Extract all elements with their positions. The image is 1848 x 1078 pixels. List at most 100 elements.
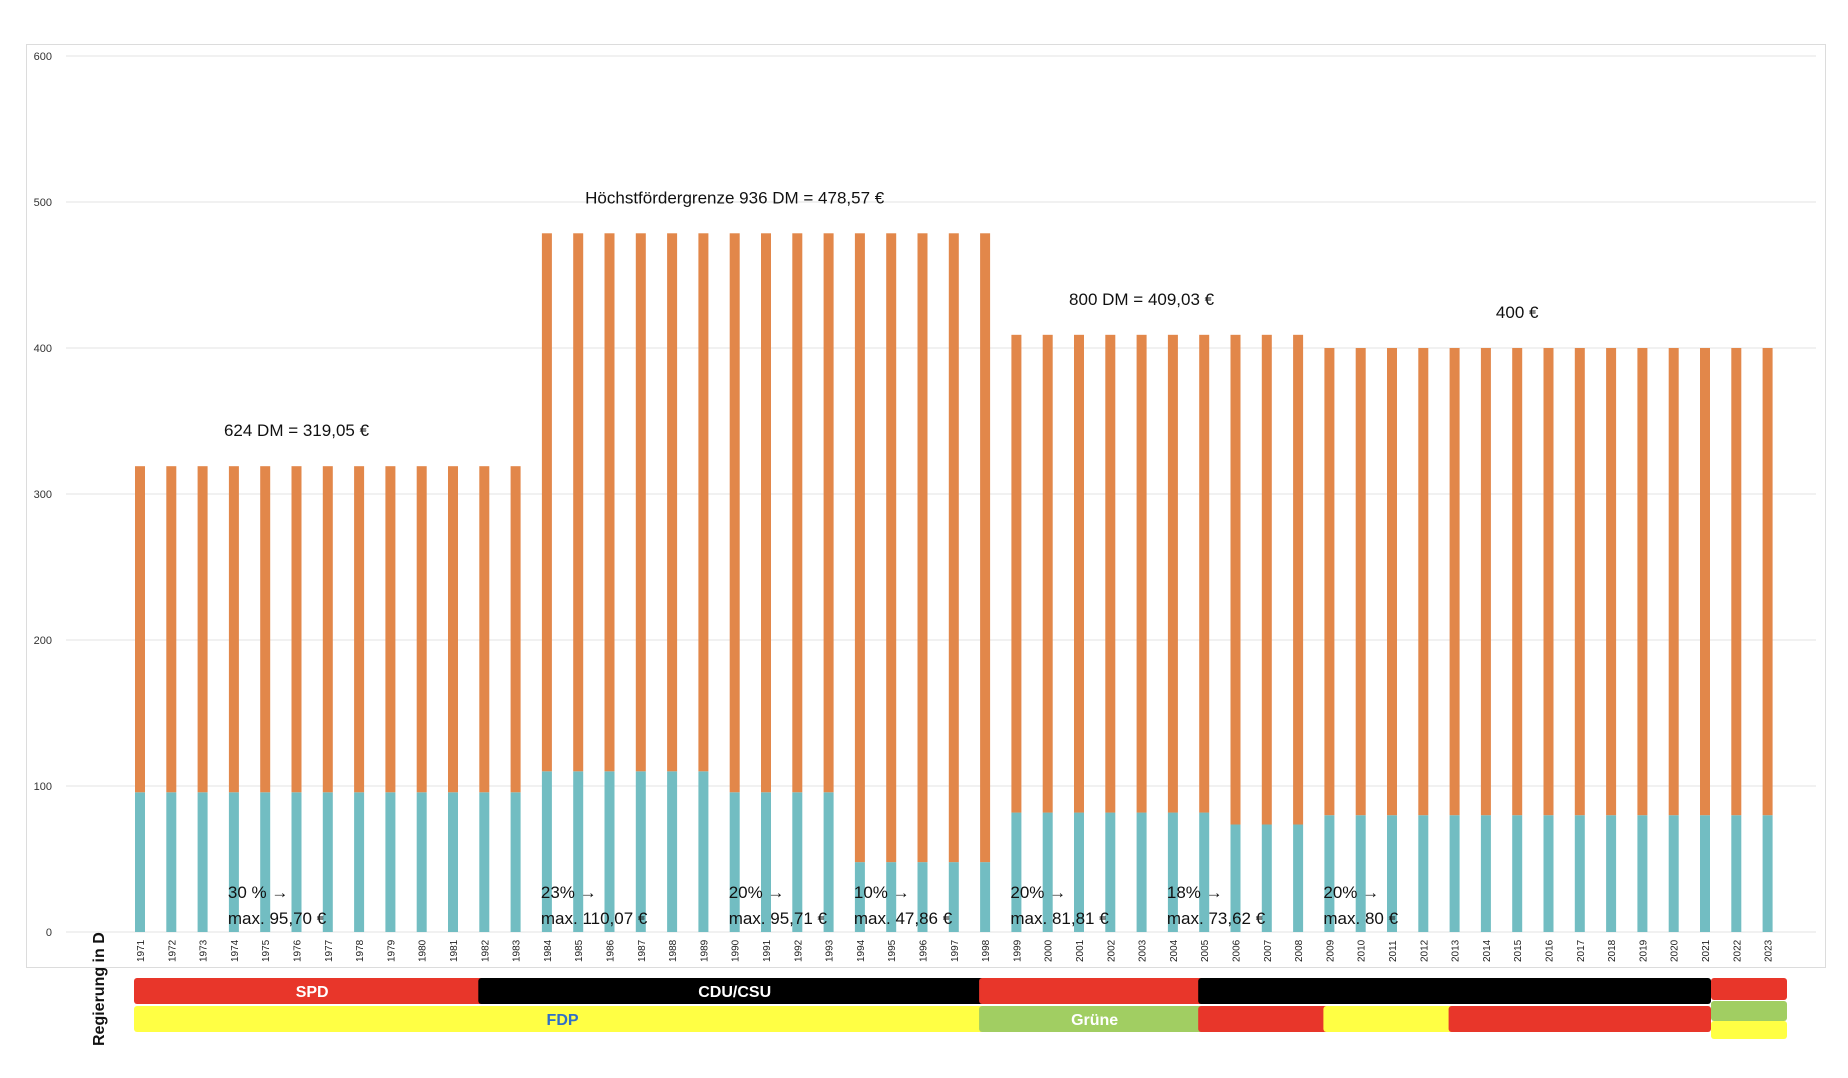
bar-2011-lower: [1387, 815, 1397, 932]
bar-1987-upper: [635, 233, 646, 772]
gov-segment-0-4: [1711, 978, 1787, 1000]
gov-label-cdu-csu: CDU/CSU: [698, 984, 771, 1001]
bar-1988-upper: [667, 233, 678, 772]
x-tick-label-1977: 1977: [324, 939, 335, 962]
bar-1986-lower: [604, 771, 615, 932]
x-tick-label-1978: 1978: [355, 939, 366, 962]
bar-2020-lower: [1668, 815, 1679, 932]
bar-2006-lower: [1230, 824, 1241, 932]
bar-1977-lower: [322, 792, 333, 932]
bar-1973-upper: [197, 466, 208, 793]
limit-annotation-3: 400 €: [1496, 303, 1539, 322]
bar-1990-lower: [729, 792, 740, 932]
bar-2013-upper: [1449, 348, 1460, 816]
share-annotation-line2-3: max. 47,86 €: [854, 909, 953, 928]
x-tick-label-1988: 1988: [668, 939, 679, 962]
x-tick-label-1983: 1983: [512, 939, 523, 962]
bar-1971-lower: [135, 792, 145, 932]
bar-2010-upper: [1355, 348, 1366, 816]
bar-1989-lower: [698, 771, 709, 932]
x-tick-label-2003: 2003: [1138, 939, 1149, 962]
share-annotation-line1-5: 18% →: [1167, 883, 1223, 902]
bar-2007-upper: [1261, 334, 1272, 825]
x-tick-label-1981: 1981: [449, 939, 460, 962]
bar-1996-lower: [917, 862, 928, 932]
share-annotation-line2-0: max. 95,70 €: [228, 909, 327, 928]
bar-1984-upper: [541, 233, 552, 772]
bar-2021-upper: [1700, 348, 1710, 816]
annotation-layer: 624 DM = 319,05 € Höchstfördergrenze 936 …: [224, 188, 1539, 928]
x-tick-label-1987: 1987: [637, 939, 648, 962]
gov-label-fdp: FDP: [547, 1012, 579, 1029]
x-tick-label-2010: 2010: [1357, 939, 1368, 962]
gov-segment-0-3: [1198, 978, 1711, 1004]
gov-segment-0-2: [979, 978, 1211, 1004]
limit-annotation-0: 624 DM = 319,05 €: [224, 421, 370, 440]
bar-2018-upper: [1606, 348, 1617, 816]
bar-1993-lower: [823, 792, 834, 932]
gov-segment-0-1: [478, 978, 992, 1004]
bar-2006-upper: [1230, 334, 1241, 825]
bar-2009-upper: [1324, 348, 1335, 816]
x-tick-label-1991: 1991: [762, 939, 773, 962]
bar-1978-upper: [354, 466, 365, 793]
bar-2023-upper: [1762, 348, 1773, 816]
bar-2009-lower: [1324, 815, 1335, 932]
bar-2002-upper: [1105, 334, 1116, 813]
x-tick-label-2009: 2009: [1325, 939, 1336, 962]
share-annotation-line1-6: 20% →: [1323, 883, 1379, 902]
bar-1999-lower: [1011, 812, 1022, 932]
bar-1987-lower: [635, 771, 646, 932]
x-tick-label-1997: 1997: [950, 939, 961, 962]
bar-1985-upper: [573, 233, 584, 772]
x-tick-label-2006: 2006: [1232, 939, 1243, 962]
x-tick-label-2011: 2011: [1388, 940, 1399, 962]
share-annotation-line2-6: max. 80 €: [1323, 909, 1398, 928]
bar-1974-upper: [228, 466, 239, 793]
share-annotation-line1-1: 23% →: [541, 883, 597, 902]
gov-segment-1-1: [979, 1006, 1211, 1032]
bar-2001-lower: [1074, 812, 1084, 932]
x-tick-label-1972: 1972: [167, 939, 178, 962]
x-tick-label-1973: 1973: [199, 939, 210, 962]
bar-2012-lower: [1418, 815, 1429, 932]
bar-1975-lower: [260, 792, 271, 932]
x-tick-label-2017: 2017: [1576, 939, 1587, 962]
share-annotation-line2-1: max. 110,07 €: [541, 909, 648, 928]
x-tick-label-2018: 2018: [1607, 939, 1618, 962]
bar-1992-lower: [792, 792, 803, 932]
bar-1977-upper: [322, 466, 333, 793]
x-axis-ticks: 1971 1972 1973 1974 1975 1976 1977 1978 1979 1980…: [136, 939, 1775, 962]
x-tick-label-2007: 2007: [1263, 939, 1274, 962]
bar-1994-lower: [854, 862, 865, 932]
share-annotation-line1-0: 30 % →: [228, 883, 288, 902]
government-timeline: SPD CDU/CSU FDP Grüne: [134, 978, 1787, 1039]
bar-2022-upper: [1731, 348, 1742, 816]
x-tick-label-1980: 1980: [418, 939, 429, 962]
bar-1984-lower: [541, 771, 552, 932]
bar-1995-lower: [886, 862, 897, 932]
bar-1986-upper: [604, 233, 615, 772]
bar-1972-lower: [166, 792, 177, 932]
x-tick-label-1986: 1986: [606, 939, 617, 962]
bar-2008-upper: [1293, 334, 1304, 825]
bar-1991-lower: [761, 792, 771, 932]
bar-1990-upper: [729, 233, 740, 793]
x-tick-label-2016: 2016: [1545, 939, 1556, 962]
bar-2016-upper: [1543, 348, 1554, 816]
share-annotation-line1-3: 10% →: [854, 883, 910, 902]
bar-1978-lower: [354, 792, 365, 932]
share-annotation-line1-4: 20% →: [1010, 883, 1066, 902]
bar-1995-upper: [886, 233, 897, 863]
bar-1976-lower: [291, 792, 302, 932]
y-tick-label-100: 100: [34, 781, 52, 793]
y-tick-label-500: 500: [34, 197, 52, 209]
bar-layer: [135, 233, 1773, 932]
x-tick-label-2020: 2020: [1670, 939, 1681, 962]
bar-1998-lower: [980, 862, 991, 932]
x-tick-label-1996: 1996: [919, 939, 930, 962]
bar-2016-lower: [1543, 815, 1554, 932]
x-tick-label-1984: 1984: [543, 939, 554, 962]
bar-2000-upper: [1042, 334, 1053, 813]
